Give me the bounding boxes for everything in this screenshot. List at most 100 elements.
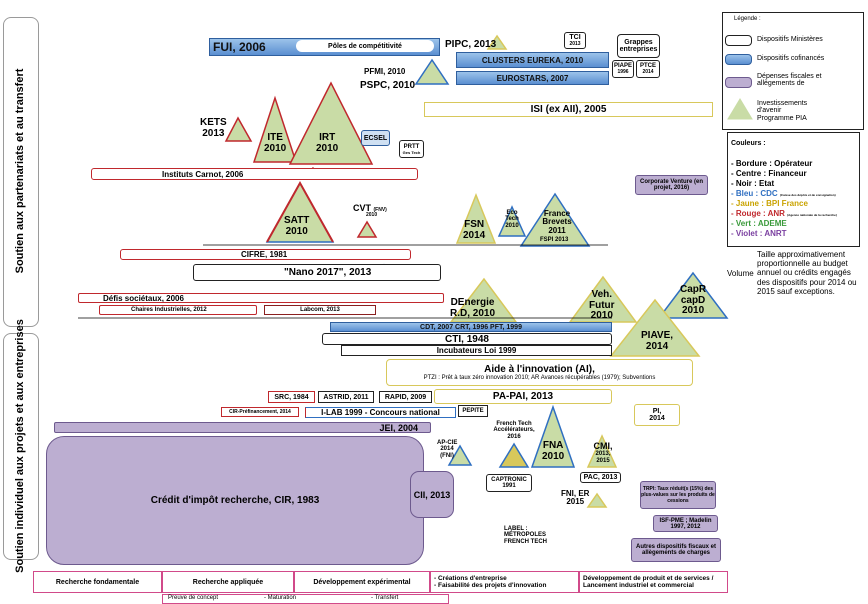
fni-label: FNI, ER 2015 xyxy=(561,490,589,507)
irt-label: IRT 2010 xyxy=(316,133,338,154)
piape-year: 1996 xyxy=(617,69,628,75)
legend-swatch-ministeres xyxy=(725,35,752,46)
ai-sub: PTZI : Prêt à taux zéro innovation 2010;… xyxy=(424,375,656,381)
box-cii: CII, 2013 xyxy=(410,471,454,518)
box-isfpme: ISF-PME ; Madelin 1997, 2012 xyxy=(653,515,718,532)
legend-triangle-pia xyxy=(727,98,753,120)
cir-pre-label: CIR-Préfinancement, 2014 xyxy=(229,409,291,415)
cti-label: CTI, 1948 xyxy=(445,334,489,345)
veh-name: Veh. xyxy=(589,290,615,301)
isfpme-label: ISF-PME ; Madelin 1997, 2012 xyxy=(654,518,717,530)
box-pac: PAC, 2013 xyxy=(580,472,621,483)
box-ecsel: ECSEL xyxy=(361,130,390,146)
ilab-label: I-LAB 1999 - Concours national xyxy=(321,408,440,417)
kets-year: 2013 xyxy=(200,129,227,140)
astrid-label: ASTRID, 2011 xyxy=(323,394,368,401)
box-pepite: PEPITE xyxy=(458,405,488,417)
box-cir: Crédit d'impôt recherche, CIR, 1983 xyxy=(46,436,424,565)
box-papai: PA-PAI, 2013 xyxy=(434,389,612,404)
colors-bordure: - Bordure : Opérateur xyxy=(731,160,812,168)
satt-year: 2010 xyxy=(284,227,309,238)
eco-year: 2010 xyxy=(502,223,522,229)
ite-year: 2010 xyxy=(264,144,286,155)
box-pi: PI, 2014 xyxy=(634,404,680,426)
ptce-year: 2014 xyxy=(642,69,653,75)
axis-rf-label: Recherche fondamentale xyxy=(56,579,139,586)
axis-maturation: - Maturation xyxy=(264,595,296,601)
irt-year: 2010 xyxy=(316,144,338,155)
box-grappes: Grappes entreprises xyxy=(617,34,660,58)
axis-de-label: Développement expérimental xyxy=(313,579,410,586)
veh-label: Veh. Futur 2010 xyxy=(589,290,615,322)
axis-preuve: Preuve de concept xyxy=(168,595,218,601)
label-metropoles: LABEL : MÉTROPOLES FRENCH TECH xyxy=(504,526,549,545)
volume-text: Taille approximativement proportionnelle… xyxy=(757,250,863,296)
denergie-label: DEnergie R.D, 2010 xyxy=(450,298,495,319)
fsn-label: FSN 2014 xyxy=(463,220,485,241)
legend-cofinances: Dispositifs cofinancés xyxy=(757,55,824,62)
frenchtech-label: French Tech Accélérateurs, 2016 xyxy=(489,421,539,440)
denergie-sub: R.D, 2010 xyxy=(450,309,495,320)
jei-label: JEI, 2004 xyxy=(379,423,418,433)
isi-label: ISI (ex AII), 2005 xyxy=(531,104,607,115)
ite-label: ITE 2010 xyxy=(264,133,286,154)
fni-year: 2015 xyxy=(561,498,589,506)
box-labcom: Labcom, 2013 xyxy=(264,305,376,315)
axis-de: Développement expérimental xyxy=(294,571,430,593)
papai-label: PA-PAI, 2013 xyxy=(493,391,553,402)
ai-label: Aide à l'innovation (AI), xyxy=(484,364,595,375)
box-isi: ISI (ex AII), 2005 xyxy=(424,102,713,117)
eco-name: Eco Tech xyxy=(502,210,522,223)
captronic-label: CAPTRONIC 1991 xyxy=(487,477,531,489)
axis-ce-label: - Créations d'entreprise - Faisabilité d… xyxy=(434,575,546,589)
fsn-year: 2014 xyxy=(463,231,485,242)
pspc-label: PSPC, 2010 xyxy=(360,81,415,92)
box-nano: "Nano 2017", 2013 xyxy=(193,264,441,281)
legend-swatch-fiscales xyxy=(725,77,752,88)
box-ilab: I-LAB 1999 - Concours national xyxy=(305,407,456,418)
kets-name: KETS xyxy=(200,118,227,129)
box-ptce: PTCE 2014 xyxy=(636,60,660,78)
piave-label: PIAVE, 2014 xyxy=(641,331,673,352)
colors-rouge: - Rouge : ANR (Agence nationale de la re… xyxy=(731,210,837,218)
cvt-year: 2010 xyxy=(366,213,377,218)
chaires-label: Chaires Industrielles, 2012 xyxy=(131,307,207,313)
axis-dp-label: Développement de produit et de services … xyxy=(583,575,727,589)
colors-bleu-label: - Bleu : CDC xyxy=(731,189,778,198)
capr-label: CapR capD 2010 xyxy=(680,285,706,317)
poles-label: Pôles de compétitivité xyxy=(328,43,402,50)
denergie-name: DEnergie xyxy=(450,298,495,309)
box-trpi: TRPI: Taux réduit(s (15%) des plus-value… xyxy=(640,481,716,509)
box-cir-pre: CIR-Préfinancement, 2014 xyxy=(221,407,299,417)
capr-year: 2010 xyxy=(680,306,706,317)
colors-bleu: - Bleu : CDC (Caisse des dépôts et de co… xyxy=(731,190,836,198)
incubateurs-label: Incubateurs Loi 1999 xyxy=(437,346,517,355)
pi-year: 2014 xyxy=(649,415,665,422)
apcie-sub: 2014 (FNI) xyxy=(437,446,457,459)
box-cti: CTI, 1948 xyxy=(322,333,612,345)
colors-rouge-note: (Agence nationale de la recherche) xyxy=(787,213,837,217)
eco-label: Eco Tech 2010 xyxy=(502,210,522,229)
triangle-cvt xyxy=(358,222,376,237)
satt-label: SATT 2010 xyxy=(284,216,309,237)
fna-name: FNA xyxy=(542,441,564,452)
axis-transfert: - Transfert xyxy=(371,595,398,601)
box-rapid: RAPID, 2009 xyxy=(379,391,432,403)
axis-ra-label: Recherche appliquée xyxy=(193,579,263,586)
legend-fiscales: Dépenses fiscales et allègements de xyxy=(757,73,832,88)
box-corporate: Corporate Venture (en projet, 2016) xyxy=(635,175,708,195)
fna-year: 2010 xyxy=(542,452,564,463)
france-brevets-label: France Brevets 2011 xyxy=(537,210,577,235)
axis-ra: Recherche appliquée xyxy=(162,571,294,593)
nano-label: "Nano 2017", 2013 xyxy=(284,267,371,278)
rapid-label: RAPID, 2009 xyxy=(385,394,426,401)
box-clusters: CLUSTERS EUREKA, 2010 xyxy=(456,52,609,68)
legend-title: Légende : xyxy=(734,16,761,22)
box-eurostars: EUROSTARS, 2007 xyxy=(456,71,609,85)
tci-label: TCI xyxy=(569,34,580,41)
triangle-pspc xyxy=(416,60,448,84)
box-captronic: CAPTRONIC 1991 xyxy=(486,474,532,492)
axis-rf: Recherche fondamentale xyxy=(33,571,162,593)
capr-name: CapR xyxy=(680,285,706,296)
pepite-label: PEPITE xyxy=(462,408,483,414)
